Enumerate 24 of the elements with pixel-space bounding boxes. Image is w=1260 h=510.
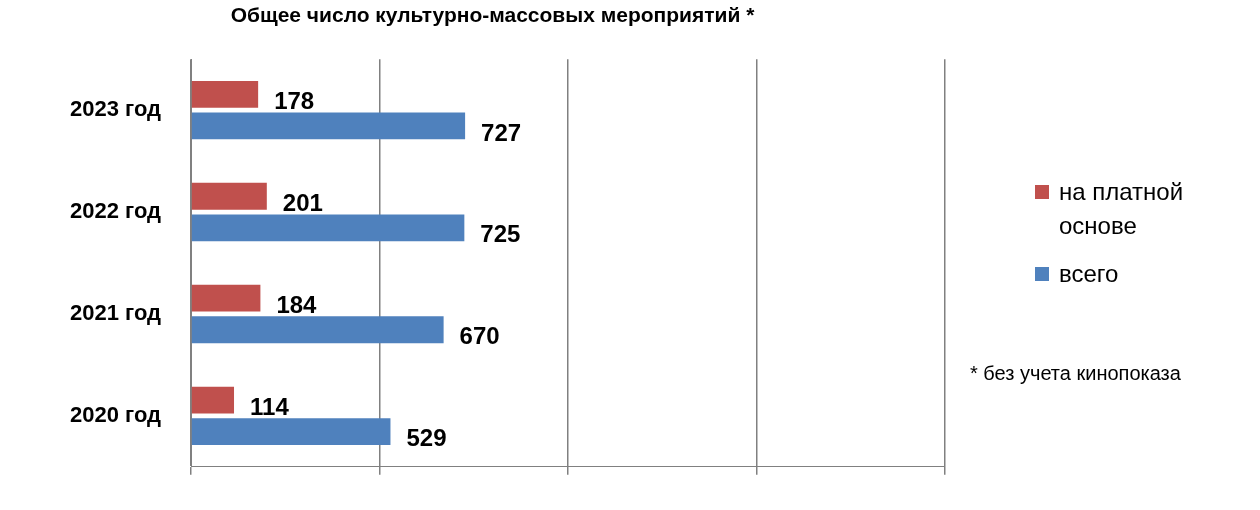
y-tick-label: 2022 год xyxy=(69,198,162,224)
legend-label: на платной основе xyxy=(1059,177,1185,241)
bar xyxy=(191,316,444,344)
data-label: 114 xyxy=(250,392,290,420)
bar xyxy=(191,214,465,242)
text: * без учета кинопоказа xyxy=(970,362,1181,385)
data-label: 670 xyxy=(459,322,500,350)
bar xyxy=(191,80,259,108)
data-label: 178 xyxy=(274,86,315,114)
chart-title: Общее число культурно-массовых мероприятий * xyxy=(230,3,756,27)
data-label: 184 xyxy=(276,290,318,318)
bar xyxy=(191,182,267,210)
bar xyxy=(191,386,235,414)
data-label: 201 xyxy=(282,188,323,216)
data-label: 529 xyxy=(406,424,447,452)
data-label: 727 xyxy=(481,118,522,146)
y-tick-label: 2021 год xyxy=(69,300,162,326)
legend-label: всего xyxy=(1059,259,1119,289)
y-tick-label: 2023 год xyxy=(69,96,162,122)
y-tick-label: 2020 год xyxy=(69,401,162,427)
bar xyxy=(191,284,261,312)
bar xyxy=(191,418,391,446)
bar xyxy=(191,112,466,140)
data-label: 725 xyxy=(480,220,521,248)
